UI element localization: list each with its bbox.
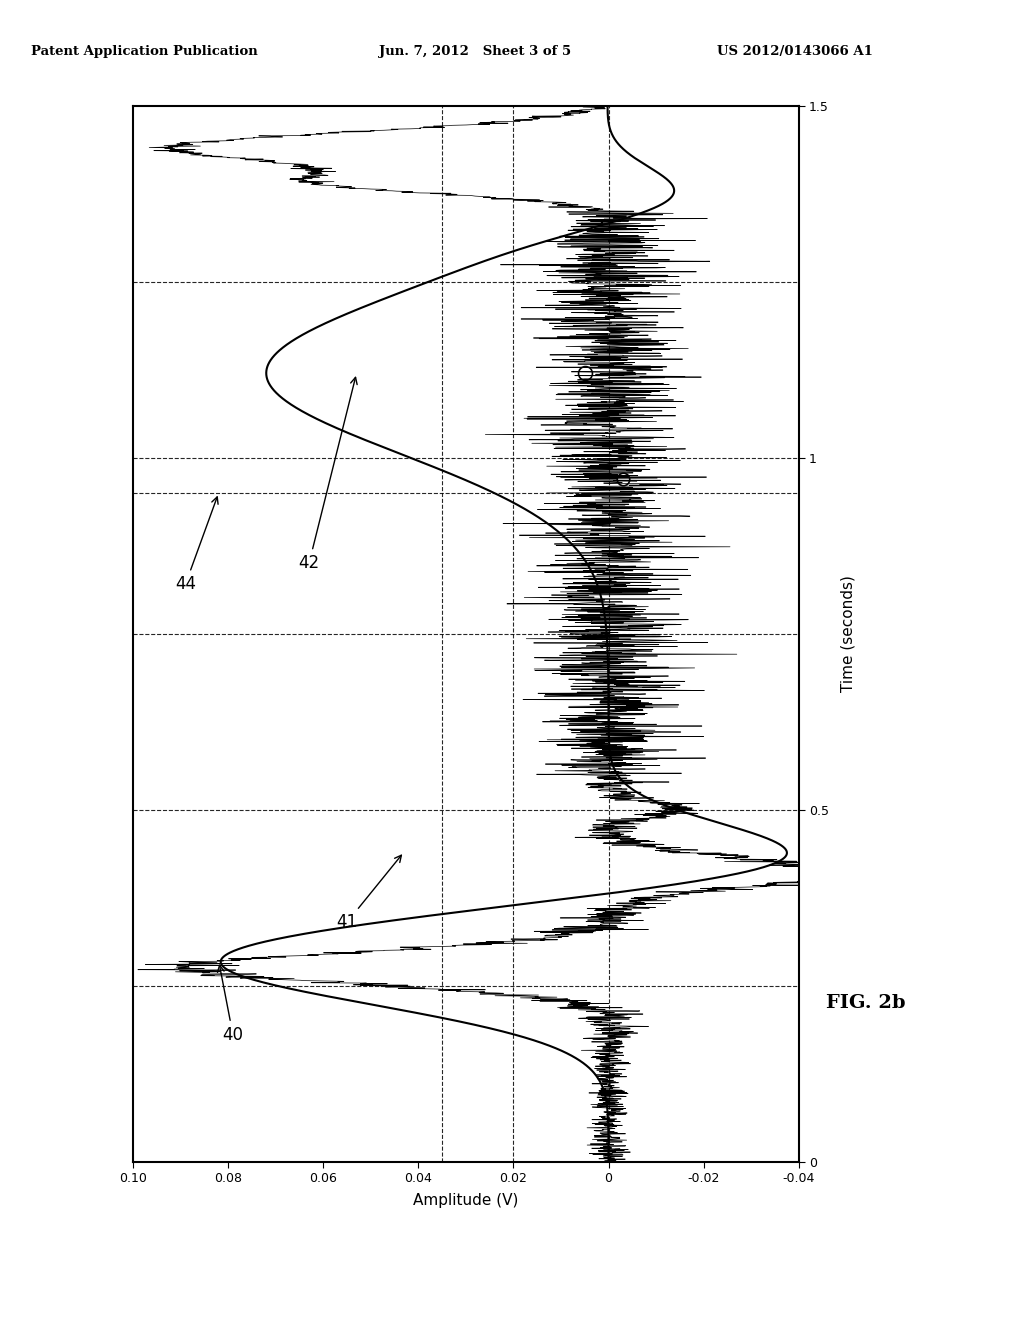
Text: 41: 41 (337, 855, 401, 931)
X-axis label: Amplitude (V): Amplitude (V) (414, 1193, 518, 1208)
Y-axis label: Time (seconds): Time (seconds) (841, 576, 855, 692)
Text: 42: 42 (298, 378, 357, 572)
Text: 44: 44 (175, 496, 218, 593)
Text: Patent Application Publication: Patent Application Publication (31, 45, 257, 58)
Text: FIG. 2b: FIG. 2b (825, 994, 905, 1012)
Text: 40: 40 (217, 965, 244, 1044)
Text: Jun. 7, 2012   Sheet 3 of 5: Jun. 7, 2012 Sheet 3 of 5 (379, 45, 571, 58)
Text: US 2012/0143066 A1: US 2012/0143066 A1 (717, 45, 872, 58)
